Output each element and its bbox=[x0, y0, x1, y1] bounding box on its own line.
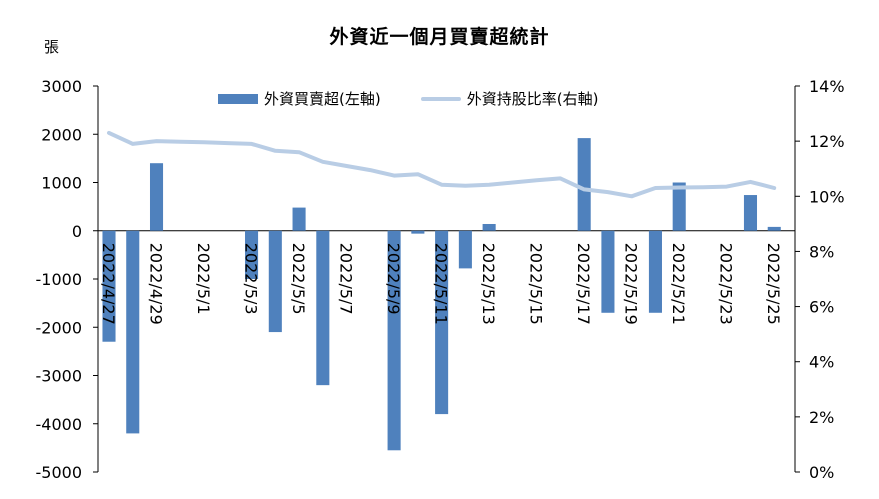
x-tick-label: 2022/4/29 bbox=[147, 243, 166, 325]
x-tick-label: 2022/5/13 bbox=[479, 243, 498, 325]
bar bbox=[149, 163, 164, 231]
bar bbox=[672, 182, 686, 231]
x-tick-label: 2022/5/7 bbox=[337, 243, 356, 315]
left-tick-label: 0 bbox=[72, 222, 82, 241]
left-tick-label: -4000 bbox=[36, 415, 83, 434]
right-tick-label: 12% bbox=[809, 132, 845, 151]
x-tick-label: 2022/5/9 bbox=[384, 243, 403, 315]
right-tick-label: 2% bbox=[809, 408, 834, 427]
bar bbox=[102, 230, 116, 342]
bar bbox=[577, 138, 591, 231]
left-tick-label: -5000 bbox=[36, 463, 83, 482]
bar bbox=[601, 230, 615, 313]
left-tick-label: -3000 bbox=[36, 367, 83, 386]
bar bbox=[435, 230, 449, 415]
bar bbox=[743, 195, 758, 231]
legend-line-label: 外資持股比率(右軸) bbox=[466, 90, 599, 108]
x-tick-label: 2022/5/21 bbox=[669, 243, 688, 325]
bar bbox=[482, 223, 496, 231]
bar bbox=[316, 230, 330, 386]
x-tick-label: 2022/5/25 bbox=[764, 243, 783, 325]
bar bbox=[648, 230, 662, 313]
bar bbox=[292, 207, 306, 231]
left-tick-label: 3000 bbox=[41, 77, 82, 96]
legend-bar-label: 外資買賣超(左軸) bbox=[264, 90, 381, 108]
bar bbox=[411, 230, 425, 234]
x-tick-label: 2022/5/11 bbox=[432, 243, 451, 325]
x-tick-label: 2022/5/1 bbox=[194, 243, 213, 315]
x-tick-label: 2022/4/27 bbox=[99, 243, 118, 325]
bar bbox=[767, 226, 781, 231]
right-tick-label: 8% bbox=[809, 242, 834, 261]
right-tick-label: 10% bbox=[809, 187, 845, 206]
bar bbox=[245, 230, 259, 279]
legend-item-line: 外資持股比率(右軸) bbox=[420, 88, 599, 109]
bar bbox=[387, 230, 401, 451]
right-tick-label: 6% bbox=[809, 298, 834, 317]
x-tick-label: 2022/5/5 bbox=[289, 243, 308, 315]
left-tick-label: -1000 bbox=[36, 270, 83, 289]
x-tick-label: 2022/5/19 bbox=[622, 243, 641, 325]
left-axis-unit-label: 張 bbox=[44, 38, 60, 56]
left-tick-label: -2000 bbox=[36, 318, 83, 337]
x-tick-label: 2022/5/15 bbox=[527, 243, 546, 325]
bar bbox=[126, 230, 140, 434]
ownership-line bbox=[107, 130, 777, 199]
right-tick-label: 4% bbox=[809, 353, 834, 372]
right-tick-label: 0% bbox=[809, 463, 834, 482]
legend: 外資買賣超(左軸) 外資持股比率(右軸) bbox=[218, 88, 638, 109]
x-tick-label: 2022/5/3 bbox=[242, 243, 261, 315]
chart-title: 外資近一個月買賣超統計 bbox=[329, 26, 550, 48]
legend-line-swatch bbox=[420, 96, 461, 101]
x-tick-label: 2022/5/17 bbox=[574, 243, 593, 325]
bar bbox=[268, 230, 282, 333]
legend-bar-swatch bbox=[218, 93, 258, 104]
right-tick-label: 14% bbox=[809, 77, 845, 96]
x-tick-label: 2022/5/23 bbox=[717, 243, 736, 325]
legend-item-bar: 外資買賣超(左軸) bbox=[218, 88, 381, 109]
left-tick-label: 1000 bbox=[41, 174, 82, 193]
bar bbox=[458, 230, 472, 269]
left-tick-label: 2000 bbox=[41, 125, 82, 144]
